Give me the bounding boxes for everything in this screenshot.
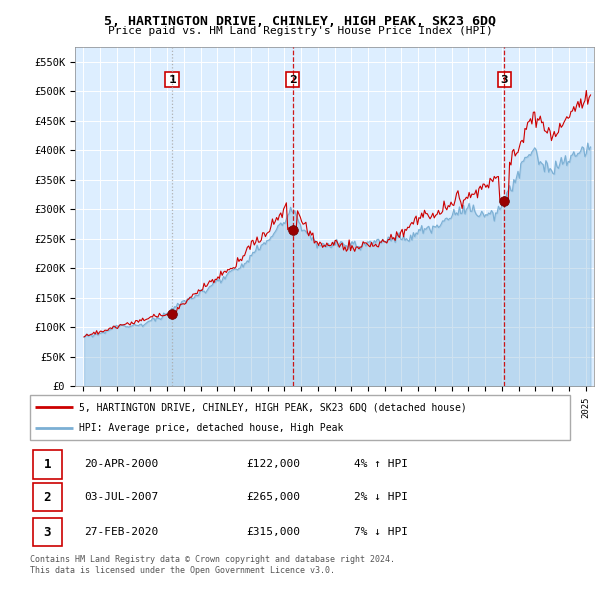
Text: 2: 2 bbox=[44, 490, 51, 504]
FancyBboxPatch shape bbox=[33, 483, 62, 512]
FancyBboxPatch shape bbox=[30, 395, 570, 440]
Text: 1: 1 bbox=[44, 458, 51, 471]
Text: 27-FEB-2020: 27-FEB-2020 bbox=[84, 527, 158, 537]
Text: 2: 2 bbox=[289, 75, 296, 84]
Text: £265,000: £265,000 bbox=[246, 492, 300, 502]
Text: 3: 3 bbox=[44, 526, 51, 539]
Text: Contains HM Land Registry data © Crown copyright and database right 2024.: Contains HM Land Registry data © Crown c… bbox=[30, 555, 395, 563]
Text: 4% ↑ HPI: 4% ↑ HPI bbox=[354, 460, 408, 469]
Text: This data is licensed under the Open Government Licence v3.0.: This data is licensed under the Open Gov… bbox=[30, 566, 335, 575]
Text: HPI: Average price, detached house, High Peak: HPI: Average price, detached house, High… bbox=[79, 422, 343, 432]
Text: 03-JUL-2007: 03-JUL-2007 bbox=[84, 492, 158, 502]
Text: 1: 1 bbox=[168, 75, 176, 84]
Text: 5, HARTINGTON DRIVE, CHINLEY, HIGH PEAK, SK23 6DQ (detached house): 5, HARTINGTON DRIVE, CHINLEY, HIGH PEAK,… bbox=[79, 402, 466, 412]
Text: 7% ↓ HPI: 7% ↓ HPI bbox=[354, 527, 408, 537]
Text: Price paid vs. HM Land Registry's House Price Index (HPI): Price paid vs. HM Land Registry's House … bbox=[107, 26, 493, 36]
FancyBboxPatch shape bbox=[33, 518, 62, 546]
Text: £315,000: £315,000 bbox=[246, 527, 300, 537]
Text: 3: 3 bbox=[500, 75, 508, 84]
Text: 2% ↓ HPI: 2% ↓ HPI bbox=[354, 492, 408, 502]
Text: £122,000: £122,000 bbox=[246, 460, 300, 469]
Text: 20-APR-2000: 20-APR-2000 bbox=[84, 460, 158, 469]
Text: 5, HARTINGTON DRIVE, CHINLEY, HIGH PEAK, SK23 6DQ: 5, HARTINGTON DRIVE, CHINLEY, HIGH PEAK,… bbox=[104, 15, 496, 28]
FancyBboxPatch shape bbox=[33, 450, 62, 478]
